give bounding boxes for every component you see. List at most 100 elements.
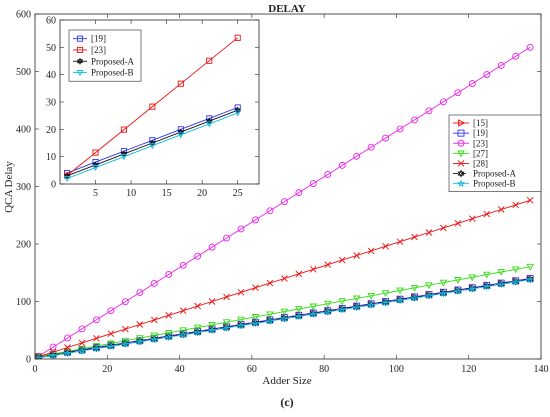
main-point-4-20: [324, 261, 332, 269]
main-point-4-21: [338, 256, 346, 264]
inset-x-tick-label-0: 5: [93, 188, 98, 199]
main-point-2-21: [338, 161, 346, 169]
inset-series-3: [63, 110, 242, 183]
main-series-line-6: [38, 279, 531, 359]
main-point-4-12: [208, 298, 216, 305]
inset-legend-label-0: [19]: [91, 34, 106, 44]
figure-caption: (c): [280, 395, 293, 409]
main-point-4-32: [497, 206, 505, 213]
main-legend-label-5: Proposed-A: [473, 169, 516, 179]
main-point-4-10: [179, 307, 187, 315]
main-point-2-16: [266, 207, 274, 215]
main-point-2-15: [252, 216, 259, 224]
inset-point-3-3: [149, 143, 156, 150]
main-point-3-27: [425, 282, 433, 290]
main-point-2-32: [497, 61, 505, 69]
inset-y-tick-label-5: 50: [46, 43, 56, 54]
main-point-6-27: [424, 291, 433, 300]
main-point-6-11: [193, 328, 202, 337]
main-point-4-14: [237, 288, 245, 296]
main-point-6-6: [121, 339, 130, 348]
inset-point-0-6: [234, 104, 241, 111]
main-point-3-15: [251, 314, 260, 321]
inset-y-tick-label-0: 0: [51, 180, 56, 191]
main-point-4-9: [165, 311, 173, 319]
main-point-6-28: [439, 289, 448, 297]
main-x-tick-label-5: 100: [389, 364, 404, 375]
inset-x-tick-label-2: 15: [162, 188, 172, 199]
main-point-3-25: [396, 287, 404, 295]
inset-point-1-2: [120, 126, 128, 133]
main-legend-marker-0: [458, 119, 465, 127]
main-point-4-6: [122, 325, 129, 333]
inset-legend-label-1: [23]: [91, 45, 106, 55]
main-point-2-1: [49, 343, 57, 351]
main-x-tick-label-2: 40: [175, 364, 185, 375]
main-point-4-27: [425, 229, 433, 236]
main-legend-marker-3: [457, 150, 465, 158]
x-axis-label: Adder Size: [262, 375, 311, 387]
main-point-2-5: [107, 307, 115, 315]
main-legend-label-3: [27]: [473, 148, 488, 158]
main-point-2-27: [425, 107, 433, 115]
main-point-3-28: [439, 279, 448, 287]
main-point-6-14: [237, 321, 246, 330]
main-y-tick-label-4: 400: [16, 125, 31, 136]
main-point-6-4: [92, 344, 101, 353]
main-point-4-25: [396, 238, 404, 246]
inset-series-line-2: [66, 109, 238, 177]
main-point-4-5: [107, 330, 115, 338]
main-point-6-25: [396, 296, 405, 304]
main-point-2-17: [280, 198, 288, 206]
main-point-6-21: [338, 305, 347, 314]
inset-plot: 5 10 15 20 25 0 10 20 30 40 50 60 [19][23]Proposed-A…: [46, 16, 260, 199]
inset-point-2-4-part: [177, 128, 184, 134]
main-x-tick-label-4: 80: [319, 364, 329, 375]
main-point-3-21: [338, 298, 346, 306]
main-point-2-33: [512, 52, 520, 60]
main-series-line-5: [38, 278, 531, 358]
inset-point-3-1: [92, 165, 99, 172]
inset-y-tick-label-3: 30: [46, 98, 56, 109]
inset-x-tick-label-3: 20: [197, 188, 207, 199]
main-legend-label-4: [28]: [473, 158, 488, 168]
main-legend-marker-1: [457, 129, 465, 137]
main-point-6-13: [222, 323, 231, 332]
main-x-tick-label-3: 60: [247, 364, 257, 375]
main-point-6-5: [106, 342, 116, 350]
main-point-3-11: [193, 324, 202, 332]
main-point-4-33: [512, 201, 520, 209]
main-point-3-24: [381, 290, 390, 298]
inset-point-3-4: [177, 132, 185, 139]
main-point-3-12: [208, 322, 216, 329]
inset-point-2-0-part: [64, 172, 71, 178]
main-point-6-16: [265, 316, 275, 325]
main-point-2-7: [136, 289, 144, 297]
main-point-2-25: [396, 125, 404, 133]
main-point-6-3: [77, 346, 86, 355]
inset-y-tick-label-1: 10: [46, 152, 56, 163]
main-legend-label-2: [23]: [473, 138, 488, 148]
inset-series-line-1: [66, 37, 238, 176]
main-point-6-17: [280, 314, 289, 323]
main-point-2-8: [150, 280, 158, 287]
inset-legend: [19][23]Proposed-A Proposed-B: [68, 29, 142, 82]
main-point-6-12: [207, 325, 217, 334]
inset-x-tick-label-1: 10: [126, 188, 136, 199]
main-legend-marker-5: [457, 169, 465, 178]
main-point-6-24: [381, 298, 390, 307]
inset-point-2-5-part: [206, 117, 213, 123]
main-point-6-34: [526, 275, 535, 284]
main-point-3-7: [136, 335, 144, 343]
inset-legend-label-2: Proposed-A: [91, 56, 134, 66]
main-legend-marker-4: [457, 160, 465, 167]
main-point-6-15: [251, 319, 260, 327]
main-point-6-26: [410, 293, 419, 302]
main-point-4-34: [526, 196, 534, 204]
inset-y-tick-label-2: 20: [46, 125, 56, 136]
main-point-4-4: [93, 334, 100, 342]
inset-legend-marker-2-part: [76, 57, 84, 64]
main-point-6-2: [63, 349, 72, 357]
inset-legend-marker-0: [76, 35, 84, 42]
